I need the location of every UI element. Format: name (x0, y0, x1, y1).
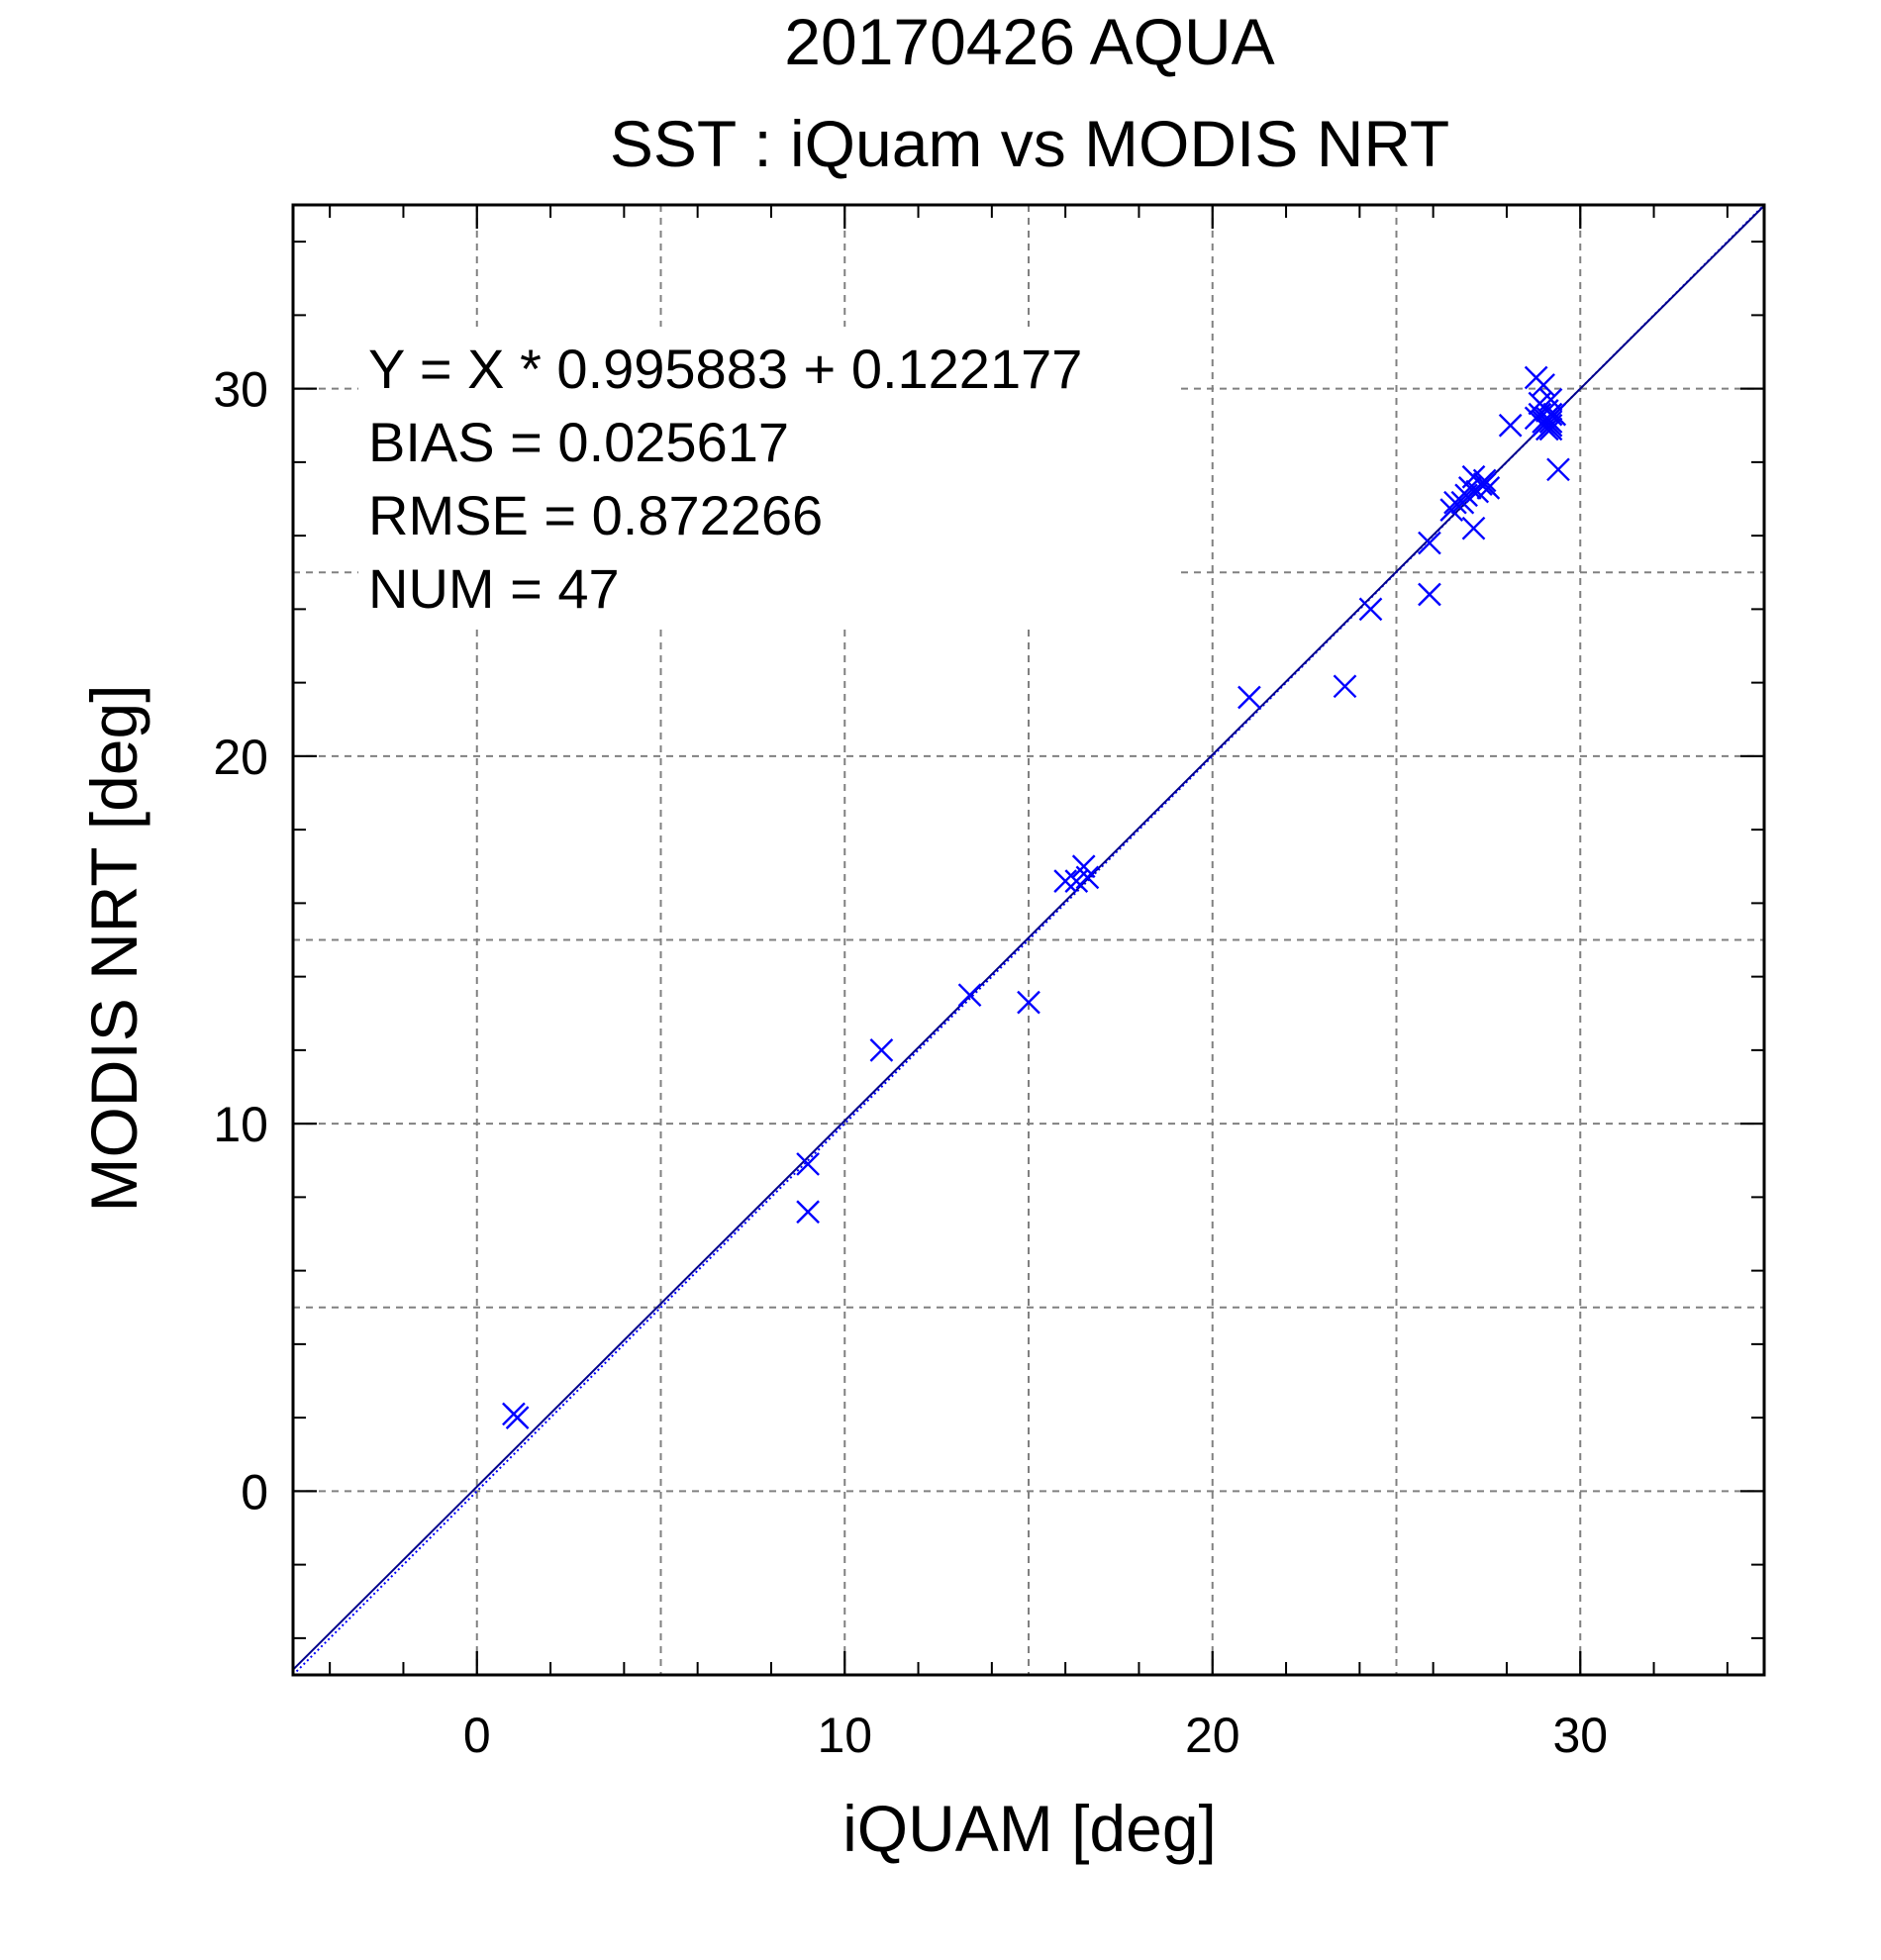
x-axis-label: iQUAM [deg] (842, 1792, 1217, 1865)
data-point-stroke-b (1358, 597, 1383, 622)
data-point-stroke-b (1075, 865, 1100, 890)
y-tick-label: 10 (213, 1097, 268, 1152)
data-point-stroke-b (1418, 531, 1441, 555)
data-point-stroke-b (796, 1200, 820, 1225)
data-point (796, 1200, 820, 1225)
chart-title: 20170426 AQUA (784, 5, 1274, 78)
data-point (1538, 410, 1563, 434)
x-tick-label: 30 (1552, 1708, 1608, 1763)
fit-line-layer (292, 204, 1765, 1676)
data-point (1358, 597, 1383, 622)
y-tick-label: 20 (213, 730, 268, 785)
data-point (1542, 402, 1567, 427)
data-point (1498, 413, 1523, 438)
chart-subtitle: SST : iQuam vs MODIS NRT (610, 107, 1449, 180)
data-point-stroke-b (1472, 468, 1497, 493)
data-point-stroke-b (1418, 582, 1441, 607)
data-point (1053, 869, 1077, 893)
stat-bias: BIAS = 0.025617 (368, 411, 789, 473)
x-tick-label: 0 (463, 1708, 491, 1763)
data-point (1476, 476, 1501, 500)
tick-labels: 0 10 20 30 0 10 20 30 (213, 362, 1608, 1763)
data-point (957, 983, 982, 1008)
data-point-stroke-b (1476, 476, 1501, 500)
data-point-stroke-b (957, 983, 982, 1008)
data-point (869, 1038, 894, 1062)
data-point-stroke-b (505, 1406, 530, 1429)
data-point (1538, 417, 1563, 441)
data-point-stroke-b (1542, 402, 1567, 427)
x-tick-label: 20 (1185, 1708, 1240, 1763)
data-point-stroke-b (1461, 516, 1486, 540)
data-point (796, 1152, 820, 1176)
data-point (1075, 865, 1100, 890)
data-point-stroke-b (1071, 854, 1096, 879)
data-point-stroke-b (1450, 490, 1475, 515)
data-point-stroke-b (869, 1038, 894, 1062)
data-point (1546, 457, 1570, 482)
data-point-stroke-b (1532, 373, 1555, 397)
data-point-stroke-b (1017, 990, 1040, 1015)
minor-ticks (293, 205, 1764, 1675)
data-point-stroke-b (1053, 869, 1077, 893)
data-point-stroke-b (1546, 457, 1570, 482)
y-tick-label: 30 (213, 362, 268, 418)
data-point-stroke-b (796, 1152, 820, 1176)
stats-box: Y = X * 0.995883 + 0.122177 BIAS = 0.025… (368, 338, 1082, 620)
data-point-stroke-b (1538, 410, 1563, 434)
data-point (505, 1406, 530, 1429)
plot-frame (291, 203, 1766, 1677)
data-point (1418, 531, 1441, 555)
data-point (1450, 490, 1475, 515)
data-point (1418, 582, 1441, 607)
stats-background (358, 327, 1180, 624)
y-axis-label: MODIS NRT [deg] (77, 684, 150, 1212)
data-point (1333, 674, 1357, 699)
data-point (1461, 516, 1486, 540)
data-points (502, 365, 1570, 1429)
y-tick-label: 0 (241, 1464, 268, 1519)
stat-num: NUM = 47 (368, 557, 620, 620)
data-point-stroke-b (1538, 417, 1563, 441)
data-point (1238, 685, 1261, 710)
stat-regression: Y = X * 0.995883 + 0.122177 (368, 338, 1082, 400)
regression-line (292, 205, 1765, 1671)
stat-rmse: RMSE = 0.872266 (368, 484, 823, 546)
data-point-stroke-b (1333, 674, 1357, 699)
data-point (1532, 373, 1555, 397)
x-tick-label: 10 (817, 1708, 872, 1763)
data-point-stroke-b (1498, 413, 1523, 438)
data-point (1017, 990, 1040, 1015)
data-point-stroke-b (1238, 685, 1261, 710)
data-point (1472, 468, 1497, 493)
grid-lines (293, 205, 1764, 1675)
